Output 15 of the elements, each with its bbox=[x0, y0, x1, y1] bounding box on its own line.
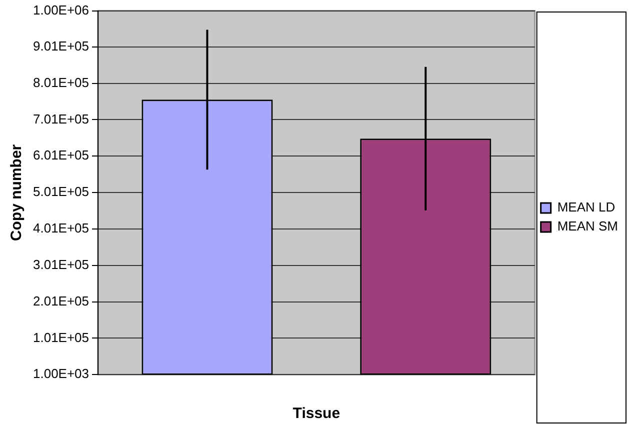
y-tick-label: 8.01E+05 bbox=[32, 74, 90, 90]
y-tick-label: 3.01E+05 bbox=[32, 256, 90, 272]
legend-label: MEAN SM bbox=[557, 218, 618, 234]
y-tick-label: 2.01E+05 bbox=[32, 293, 90, 308]
y-tick-label: 1.00E+03 bbox=[32, 366, 90, 382]
y-axis-title: Copy number bbox=[8, 144, 26, 242]
y-tick-label: 1.01E+05 bbox=[32, 330, 90, 345]
y-tick-label: 4.01E+05 bbox=[32, 220, 90, 236]
x-axis-title: Tissue bbox=[292, 405, 340, 422]
y-tick-label: 6.01E+05 bbox=[32, 148, 90, 163]
legend-label: MEAN LD bbox=[557, 200, 616, 215]
y-tick-label: 1.00E+06 bbox=[32, 2, 90, 18]
y-tick-label: 5.01E+05 bbox=[32, 184, 90, 200]
y-tick-label: 9.01E+05 bbox=[32, 38, 90, 54]
y-tick-label: 7.01E+05 bbox=[32, 111, 90, 126]
